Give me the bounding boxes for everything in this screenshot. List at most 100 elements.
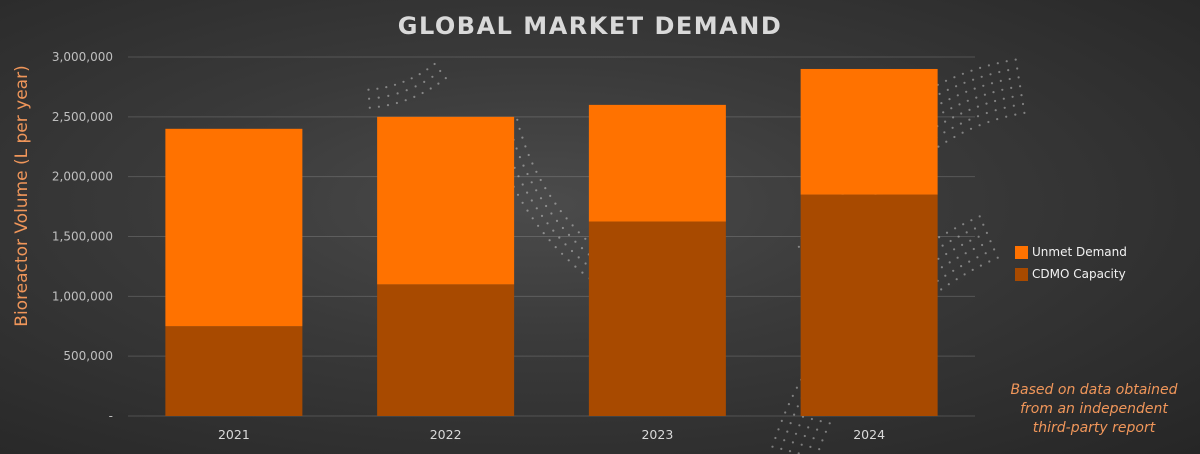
y-tick-label: 1,500,000	[52, 230, 113, 244]
background-dot	[965, 231, 968, 234]
background-dot	[968, 118, 971, 121]
background-dot	[938, 92, 941, 95]
background-dot	[1016, 67, 1019, 70]
legend-item-cdmo-capacity: CDMO Capacity	[1015, 263, 1127, 285]
background-dot	[784, 411, 787, 414]
background-dot	[376, 87, 379, 90]
background-dot	[410, 77, 413, 80]
background-dot	[791, 394, 794, 397]
background-dot	[565, 217, 568, 220]
background-dot	[567, 233, 571, 236]
background-dot	[989, 73, 992, 76]
legend-item-unmet-demand: Unmet Demand	[1015, 241, 1127, 263]
background-dot	[521, 201, 524, 204]
background-dot	[516, 193, 520, 196]
background-dot	[807, 426, 810, 429]
background-dot	[992, 91, 995, 94]
background-dot	[998, 70, 1001, 74]
background-dot	[946, 88, 949, 91]
background-dot	[973, 227, 977, 230]
background-dot	[574, 240, 577, 243]
background-dot	[787, 403, 791, 406]
background-dot	[788, 450, 792, 453]
background-dot	[963, 273, 966, 276]
background-dot	[555, 219, 559, 222]
background-dot	[969, 239, 972, 242]
background-dot	[368, 97, 371, 100]
background-dot	[942, 111, 945, 114]
bar-unmet-demand-2024	[800, 68, 938, 195]
source-note-line: from an independent	[1020, 401, 1168, 417]
background-dot	[530, 181, 533, 184]
background-dot	[964, 252, 967, 255]
background-dot	[948, 261, 951, 264]
background-dot	[552, 229, 555, 232]
background-dot	[433, 62, 436, 66]
background-dot	[796, 405, 799, 408]
background-dot	[545, 204, 548, 208]
background-dot	[955, 85, 958, 88]
background-dot	[1005, 115, 1008, 118]
background-dot	[439, 69, 442, 73]
background-dot	[937, 145, 940, 148]
background-dot	[786, 430, 789, 433]
background-dot	[795, 386, 799, 389]
background-dot	[535, 207, 538, 210]
y-tick-label: 1,000,000	[52, 289, 113, 303]
background-dot	[983, 93, 987, 96]
background-dot	[780, 419, 783, 422]
background-dot	[971, 268, 974, 271]
background-dot	[943, 131, 946, 134]
background-dot	[950, 107, 953, 110]
background-dot	[828, 422, 831, 425]
background-dot	[824, 430, 828, 433]
y-tick-label: 2,500,000	[52, 110, 113, 124]
background-dot	[1014, 113, 1017, 116]
background-dot	[958, 103, 961, 106]
background-dot	[537, 224, 540, 227]
legend-swatch-cdmo-capacity	[1015, 267, 1028, 281]
background-dot	[985, 102, 988, 105]
bar-unmet-demand-2023	[588, 104, 726, 222]
background-dot	[530, 199, 533, 202]
background-dot	[812, 437, 815, 440]
background-dot	[960, 112, 963, 115]
background-dot	[979, 264, 983, 267]
background-dot	[969, 127, 973, 130]
background-dot	[526, 172, 529, 176]
background-dot	[978, 215, 981, 218]
background-dot	[981, 243, 984, 247]
background-dot	[1014, 58, 1017, 61]
background-dot	[431, 75, 434, 78]
background-dot	[976, 115, 980, 118]
background-dot	[521, 136, 524, 139]
background-dot	[800, 443, 803, 446]
background-dot	[945, 252, 948, 256]
background-dot	[535, 189, 538, 192]
background-dot	[377, 96, 380, 99]
background-dot	[783, 439, 786, 442]
background-dot	[540, 214, 544, 217]
background-dot	[972, 247, 975, 251]
background-dot	[990, 82, 994, 85]
y-tick-label: 2,000,000	[52, 170, 113, 184]
background-dot	[994, 109, 997, 112]
background-dot	[954, 227, 957, 230]
background-dot	[522, 164, 525, 167]
background-dot	[951, 126, 954, 129]
background-dot	[970, 219, 973, 222]
background-dot	[985, 231, 989, 234]
background-dot	[386, 104, 390, 107]
background-dot	[546, 222, 549, 225]
background-dot	[940, 266, 944, 269]
background-dot	[516, 118, 519, 121]
background-dot	[797, 245, 801, 248]
background-dot	[426, 68, 429, 71]
background-dot	[982, 84, 985, 87]
background-dot	[548, 239, 551, 242]
background-dot	[791, 441, 795, 444]
background-dot	[941, 244, 944, 247]
background-dot	[996, 62, 999, 65]
background-dot	[789, 422, 792, 425]
